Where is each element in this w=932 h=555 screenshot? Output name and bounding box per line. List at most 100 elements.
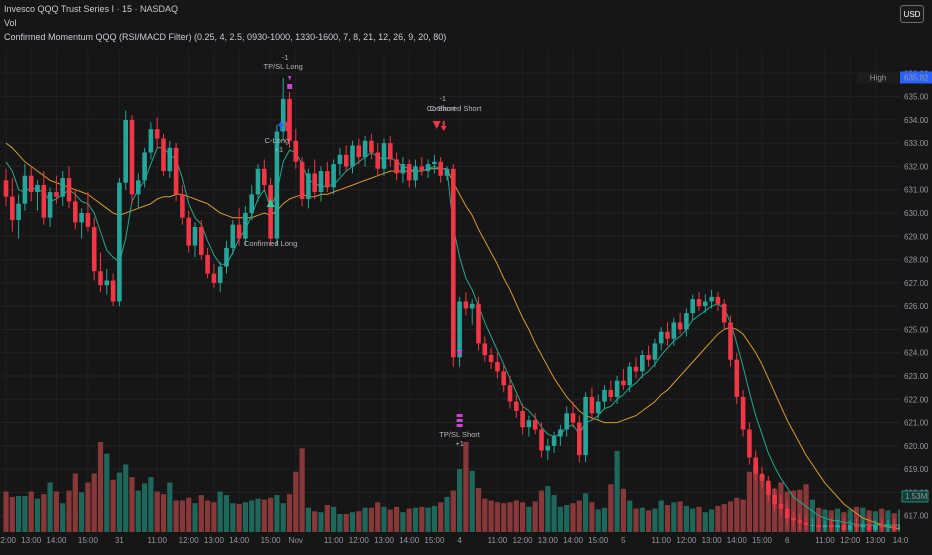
volume-bar — [488, 500, 494, 532]
candle-body — [306, 173, 311, 200]
candle-body — [747, 429, 752, 458]
volume-bar — [305, 507, 311, 532]
time-tick-label: 12:00 — [349, 536, 370, 545]
c-short-label: C-Short — [430, 104, 457, 113]
volume-bar — [671, 502, 677, 532]
candle-body — [293, 140, 299, 162]
time-tick-label: 4 — [457, 536, 462, 545]
volume-bar — [331, 506, 337, 532]
candle-body — [110, 280, 116, 302]
volume-bar — [614, 451, 620, 532]
candle-body — [835, 525, 840, 528]
volume-bar — [803, 484, 809, 532]
volume-bar — [595, 509, 601, 532]
high-badge-label: High — [870, 73, 886, 82]
volume-bar — [564, 505, 570, 532]
candle-body — [646, 355, 651, 360]
volume-bar — [135, 490, 141, 532]
candle-body — [3, 180, 9, 197]
volume-bar — [507, 502, 513, 532]
candle-body — [482, 343, 488, 356]
time-tick-label: 14:00 — [727, 536, 748, 545]
volume-bar — [223, 495, 230, 532]
volume-bar — [765, 484, 771, 532]
time-tick-label: 15:00 — [588, 536, 609, 545]
candle-body — [438, 161, 443, 176]
candle-body — [73, 201, 78, 223]
volume-bar — [242, 502, 248, 532]
time-tick-label: 5 — [621, 536, 626, 545]
volume-bar — [646, 510, 652, 532]
candle-body — [507, 385, 513, 402]
currency-button[interactable]: USD — [900, 5, 924, 23]
candle-body — [514, 401, 519, 411]
volume-bar — [469, 470, 475, 532]
strategy-indicator-label[interactable]: Confirmed Momentum QQQ (RSI/MACD Filter)… — [4, 32, 447, 42]
volume-bar — [53, 491, 59, 532]
volume-bar — [860, 507, 866, 532]
candle-body — [652, 343, 658, 360]
candle-body — [457, 301, 462, 358]
price-tick-label: 632.00 — [904, 162, 929, 171]
time-tick-label: 11:00 — [815, 536, 835, 545]
c-long-label: C-Long — [265, 136, 290, 145]
candle-body — [715, 296, 721, 304]
candle-body — [545, 445, 551, 451]
volume-bar — [431, 505, 437, 532]
volume-bar — [362, 507, 368, 532]
volume-bar — [557, 506, 563, 532]
time-tick-label: 13:00 — [538, 536, 559, 545]
volume-bar — [66, 490, 72, 532]
volume-bar — [734, 497, 740, 532]
price-tick-label: 628.00 — [904, 256, 929, 265]
volume-bar — [545, 486, 551, 532]
volume-bar — [34, 498, 41, 532]
confirmed-short-label: Confirmed Short — [427, 104, 483, 113]
volume-bar — [337, 514, 343, 532]
candle-body — [142, 152, 147, 181]
candle-body — [879, 525, 884, 528]
time-tick-label: 31 — [115, 536, 124, 545]
candle-body — [362, 140, 368, 158]
volume-bar — [249, 500, 255, 532]
candle-body — [381, 143, 387, 169]
candle-body — [192, 226, 198, 246]
price-tick-label: 620.00 — [904, 442, 929, 451]
candle-body — [520, 410, 525, 428]
candle-body — [400, 164, 406, 174]
candle-body — [860, 525, 866, 528]
candle-body — [501, 371, 506, 386]
candle-body — [873, 525, 878, 530]
volume-bar — [381, 506, 387, 532]
candle-body — [526, 420, 532, 428]
candle-body — [22, 175, 28, 204]
price-tick-label: 624.00 — [904, 349, 929, 358]
candle-body — [173, 147, 179, 195]
volume-bar — [753, 465, 759, 532]
candle-body — [79, 212, 84, 223]
volume-bar — [406, 508, 412, 532]
candle-body — [721, 303, 727, 323]
volume-bar — [394, 506, 400, 532]
candle-body — [280, 98, 286, 132]
time-tick-label: 12:00 — [179, 536, 200, 545]
candle-body — [495, 362, 500, 372]
symbol-title: Invesco QQQ Trust Series I · 15 · NASDAQ — [4, 4, 179, 14]
candle-body — [866, 525, 872, 530]
tpsl-long-marker-icon — [287, 84, 293, 89]
volume-bar — [167, 482, 173, 532]
confirmed-long-label: Confirmed Long — [244, 239, 297, 248]
time-tick-label: 14:00 — [399, 536, 420, 545]
volume-bar — [652, 508, 658, 532]
candle-body — [91, 226, 97, 272]
volume-bar — [664, 505, 671, 532]
candle-body — [419, 166, 425, 172]
candle-body — [350, 145, 355, 167]
volume-indicator-label[interactable]: Vol — [4, 18, 17, 28]
candle-body — [816, 525, 821, 528]
volume-bar — [551, 495, 557, 532]
volume-bar — [809, 499, 815, 532]
